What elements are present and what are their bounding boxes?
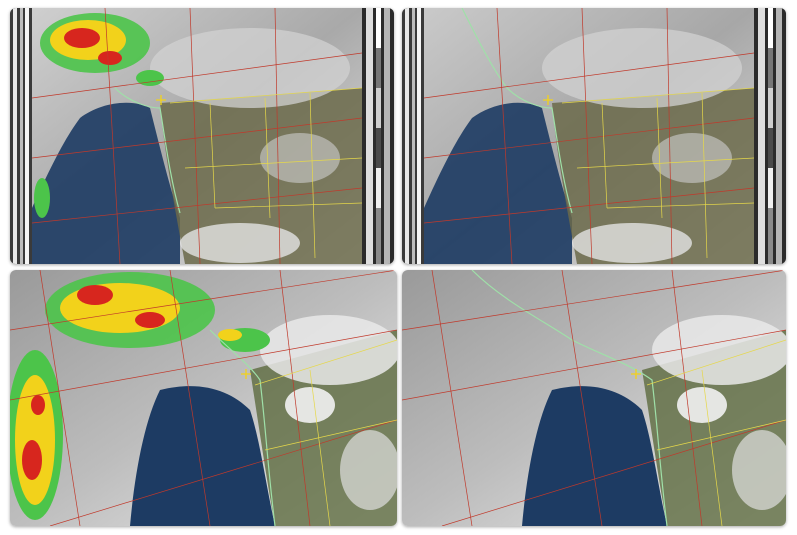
- telemetry-bars-left: [402, 8, 424, 264]
- lat-lon-grid: [423, 8, 755, 264]
- satellite-image-panel-1[interactable]: [10, 8, 394, 264]
- precipitation-overlay: [34, 13, 164, 218]
- satellite-map-1: [10, 8, 394, 264]
- lat-lon-grid: [402, 270, 786, 526]
- political-borders: [169, 87, 363, 259]
- satellite-image-panel-3[interactable]: [10, 270, 397, 526]
- telemetry-bars-right: [362, 8, 394, 264]
- satellite-map-2: [402, 8, 786, 264]
- crosshair-icon: [543, 95, 553, 105]
- crosshair-icon: [631, 369, 641, 379]
- political-borders: [561, 87, 755, 259]
- satellite-image-panel-4[interactable]: [402, 270, 786, 526]
- telemetry-bars-right: [754, 8, 786, 264]
- lat-lon-grid: [31, 8, 363, 264]
- political-borders: [254, 339, 397, 526]
- satellite-image-panel-2[interactable]: [402, 8, 786, 264]
- crosshair-icon: [241, 369, 251, 379]
- telemetry-bars-left: [10, 8, 32, 264]
- satellite-map-3: [10, 270, 397, 526]
- lat-lon-grid: [10, 270, 397, 526]
- satellite-map-4: [402, 270, 786, 526]
- political-borders: [646, 339, 786, 526]
- crosshair-icon: [156, 95, 166, 105]
